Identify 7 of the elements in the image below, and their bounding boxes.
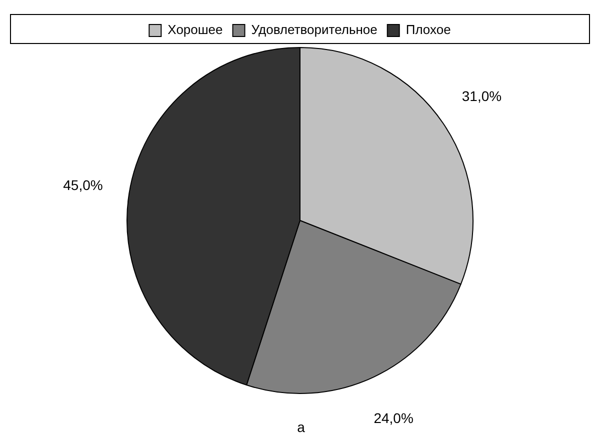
- legend-label: Плохое: [406, 22, 451, 38]
- legend-label: Хорошее: [168, 22, 223, 38]
- legend-label: Удовлетворительное: [251, 22, 378, 38]
- text: а: [297, 418, 306, 435]
- data-label: 24,0%: [374, 410, 414, 426]
- data-label: 45,0%: [63, 176, 103, 193]
- data-label: 31,0%: [462, 88, 502, 104]
